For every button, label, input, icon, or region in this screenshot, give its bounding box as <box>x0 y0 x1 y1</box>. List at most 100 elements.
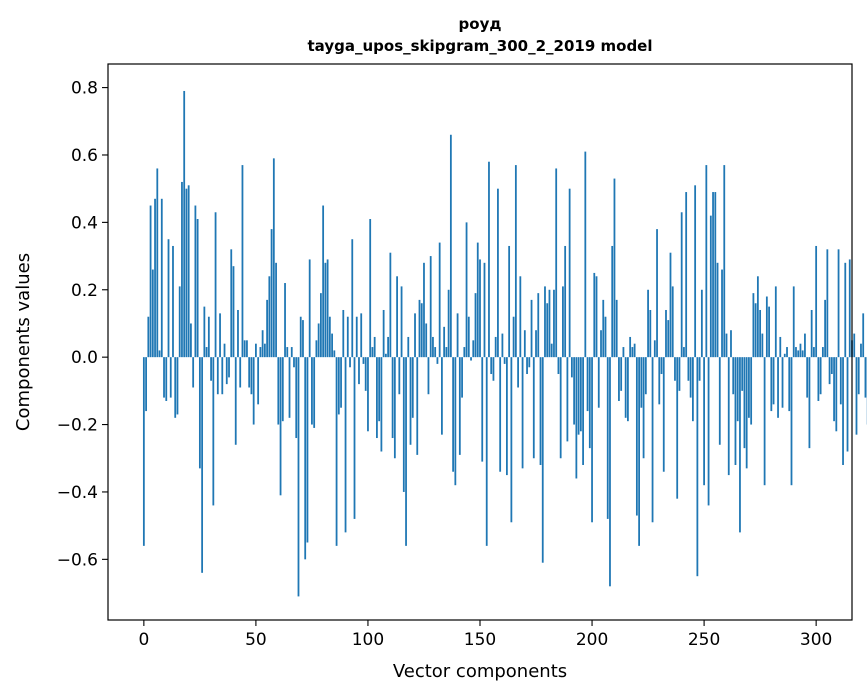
bar <box>423 262 425 358</box>
bar <box>689 357 692 398</box>
bar <box>228 357 230 378</box>
bar <box>344 357 347 533</box>
bar <box>732 357 735 395</box>
bar <box>154 198 156 358</box>
bar <box>501 333 504 358</box>
bar <box>506 357 508 476</box>
bar <box>577 357 580 435</box>
y-tick-label: 0.2 <box>71 281 98 301</box>
bar <box>380 357 383 452</box>
bar <box>678 357 681 391</box>
bar <box>405 357 407 546</box>
bar <box>797 350 800 358</box>
bar <box>414 313 416 358</box>
bar <box>613 178 616 358</box>
bar <box>730 330 732 358</box>
bar <box>579 357 582 432</box>
bar <box>795 347 797 358</box>
bar <box>609 357 611 587</box>
x-axis-label: Vector components <box>393 661 567 682</box>
bar <box>192 357 195 388</box>
bar <box>302 320 304 358</box>
bar <box>151 269 154 358</box>
bar <box>142 357 145 546</box>
bar <box>532 357 535 459</box>
x-tick-label: 200 <box>576 630 608 650</box>
bar <box>821 347 824 358</box>
bar <box>604 316 607 358</box>
bar <box>602 299 605 358</box>
y-tick-label: −0.2 <box>57 416 98 436</box>
bar <box>429 256 432 358</box>
bar <box>777 357 779 418</box>
bar <box>331 333 333 358</box>
bar <box>835 357 838 432</box>
bar <box>633 343 636 358</box>
bar <box>187 185 190 358</box>
bar <box>232 266 235 358</box>
bar <box>259 347 262 358</box>
bar <box>546 303 549 358</box>
bar <box>441 357 443 435</box>
bar <box>225 357 228 385</box>
bar <box>680 212 683 358</box>
bar <box>844 262 847 358</box>
y-axis-label: Components values <box>13 253 34 431</box>
bar <box>237 309 239 358</box>
bar <box>564 245 567 358</box>
x-tick-label: 50 <box>245 630 267 650</box>
bar <box>165 357 168 401</box>
bar <box>754 303 757 358</box>
bar <box>497 188 499 358</box>
bar <box>326 259 329 358</box>
bar <box>781 357 784 408</box>
bar <box>290 347 293 358</box>
bar <box>263 343 266 358</box>
bar <box>432 336 434 358</box>
bar <box>703 357 705 486</box>
bar <box>667 320 670 358</box>
bar <box>624 357 627 418</box>
bar <box>210 357 212 381</box>
bar <box>503 357 506 364</box>
bar <box>584 151 587 358</box>
bar <box>642 357 645 459</box>
bar <box>629 336 632 358</box>
bar <box>434 347 437 358</box>
bar <box>721 269 723 358</box>
bar <box>295 357 298 439</box>
bar <box>600 330 602 358</box>
bar <box>261 330 264 358</box>
x-tick-label: 150 <box>464 630 496 650</box>
bar <box>272 158 275 358</box>
x-tick-label: 250 <box>688 630 720 650</box>
x-tick-label: 300 <box>800 630 832 650</box>
bar <box>555 168 558 358</box>
bar <box>685 192 688 358</box>
bar <box>819 357 822 395</box>
bars-group <box>142 90 867 597</box>
bar <box>286 347 289 358</box>
bar <box>553 289 555 358</box>
bar <box>748 357 750 418</box>
bar <box>293 357 295 368</box>
bar <box>586 357 589 412</box>
bar <box>622 347 625 358</box>
bar <box>181 181 183 358</box>
bar <box>499 357 502 472</box>
bar <box>246 340 248 358</box>
bar <box>848 259 851 358</box>
bar <box>335 357 338 546</box>
bar <box>239 357 242 388</box>
bar <box>172 245 174 358</box>
bar <box>759 309 762 358</box>
bar <box>185 188 188 358</box>
bar <box>745 357 748 469</box>
bar <box>770 357 773 412</box>
bar <box>371 347 374 358</box>
bar <box>234 357 237 445</box>
bar <box>346 316 349 358</box>
bar <box>743 357 746 449</box>
bar <box>853 333 856 358</box>
bar <box>640 357 643 408</box>
